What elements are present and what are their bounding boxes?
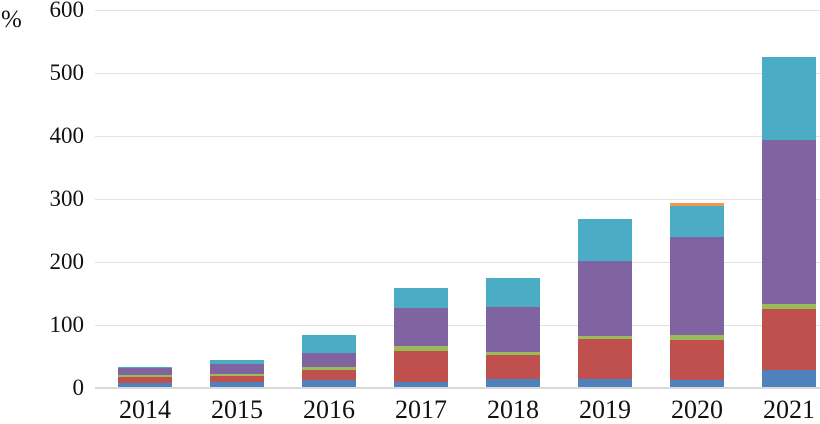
bar-segment-blue-2019 [578,378,632,388]
bar-segment-purple-2019 [578,260,632,336]
bar-segment-orange-2020 [670,203,724,206]
bar-segment-green-2020 [670,335,724,341]
bar-segment-blue-2017 [394,382,448,388]
bar-segment-purple-2017 [394,308,448,347]
y-tick-label-500: 500 [49,60,85,85]
y-tick-label-0: 0 [72,375,85,400]
bar-segment-purple-2014 [118,367,172,376]
bar-segment-teal-2016 [302,335,356,354]
gridline-200 [95,262,820,264]
y-tick-label-600: 600 [49,0,85,22]
bar-2019 [578,219,632,388]
bar-segment-red-2018 [486,354,540,380]
bar-segment-blue-2018 [486,379,540,388]
bar-segment-blue-2015 [210,382,264,388]
bar-segment-teal-2018 [486,278,540,308]
y-tick-label-100: 100 [49,312,85,337]
bar-segment-red-2016 [302,369,356,380]
bar-2015 [210,359,264,388]
x-tick-label-2021: 2021 [763,395,815,424]
bar-segment-red-2019 [578,338,632,379]
gridline-500 [95,73,820,75]
x-tick-label-2016: 2016 [303,395,355,424]
gridline-600 [95,10,820,12]
bar-segment-teal-2020 [670,205,724,237]
x-tick-label-2015: 2015 [211,395,263,424]
x-tick-label-2018: 2018 [487,395,539,424]
y-tick-label-400: 400 [49,123,85,148]
bar-2014 [118,366,172,388]
bar-segment-green-2018 [486,352,540,355]
bar-segment-blue-2020 [670,379,724,388]
bar-segment-purple-2015 [210,364,264,374]
bar-segment-red-2014 [118,376,172,383]
gridline-300 [95,199,820,201]
gridline-400 [95,136,820,138]
bar-segment-purple-2021 [762,139,816,304]
bar-segment-red-2020 [670,340,724,380]
bar-segment-purple-2018 [486,307,540,353]
bar-segment-teal-2019 [578,219,632,261]
bar-segment-teal-2021 [762,57,816,140]
bar-segment-red-2015 [210,376,264,383]
bar-segment-blue-2016 [302,379,356,388]
x-tick-label-2019: 2019 [579,395,631,424]
bar-segment-green-2015 [210,373,264,377]
bar-segment-green-2021 [762,303,816,309]
bar-segment-blue-2021 [762,370,816,388]
bar-segment-teal-2015 [210,359,264,365]
x-tick-label-2020: 2020 [671,395,723,424]
y-tick-label-300: 300 [49,186,85,211]
bar-segment-green-2014 [118,375,172,377]
x-tick-label-2014: 2014 [119,395,171,424]
bar-segment-green-2017 [394,346,448,351]
bar-segment-teal-2017 [394,287,448,309]
bar-segment-green-2019 [578,335,632,339]
bar-2018 [486,278,540,388]
bar-2021 [762,57,816,388]
bar-segment-purple-2016 [302,353,356,367]
bar-2017 [394,287,448,388]
bar-segment-red-2017 [394,350,448,383]
bar-segment-purple-2020 [670,236,724,336]
y-axis-unit-label: % [1,6,22,33]
gridline-100 [95,325,820,327]
bar-segment-red-2021 [762,308,816,371]
x-axis-line [95,387,820,389]
bar-2020 [670,203,724,388]
bar-segment-green-2016 [302,366,356,370]
bar-2016 [302,335,356,388]
y-tick-label-200: 200 [49,249,85,274]
bar-segment-teal-2014 [118,366,172,368]
bar-segment-blue-2014 [118,382,172,388]
x-tick-label-2017: 2017 [395,395,447,424]
